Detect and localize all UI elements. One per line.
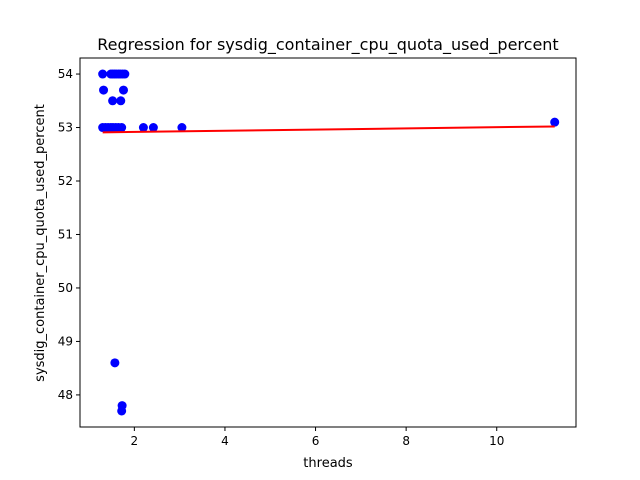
data-point [108,96,118,106]
x-tick-label: 6 [312,434,320,448]
y-axis-ticks: 48 49 50 51 52 53 54 [58,67,80,402]
axes-frame [79,57,577,428]
data-point [117,406,127,416]
y-tick-label: 48 [58,388,73,402]
data-point [177,123,187,133]
x-tick-label: 8 [402,434,410,448]
data-point [99,85,109,95]
data-point [110,358,120,368]
data-point [118,85,128,95]
data-point [120,69,130,79]
x-tick-label: 10 [489,434,504,448]
y-axis-label: sysdig_container_cpu_quota_used_percent [33,104,48,382]
plot-area: 2 4 6 8 10 48 49 50 51 52 53 54 [58,57,577,448]
regression-line [102,125,555,134]
regression-line-group [102,125,555,134]
y-tick-label: 52 [58,174,73,188]
y-tick-label: 49 [58,334,73,348]
data-point [116,96,126,106]
y-tick-label: 50 [58,281,73,295]
data-point [117,123,127,133]
x-tick-label: 2 [131,434,139,448]
x-axis-label: threads [303,456,353,471]
data-points [98,69,560,416]
x-axis-ticks: 2 4 6 8 10 [131,427,504,448]
chart-title: Regression for sysdig_container_cpu_quot… [97,35,558,55]
y-tick-label: 54 [58,67,73,81]
y-tick-label: 51 [58,227,73,241]
data-point [98,69,108,79]
data-point [550,117,560,127]
data-point [148,123,158,133]
y-tick-label: 53 [58,121,73,135]
x-tick-label: 4 [221,434,229,448]
data-point [138,123,148,133]
